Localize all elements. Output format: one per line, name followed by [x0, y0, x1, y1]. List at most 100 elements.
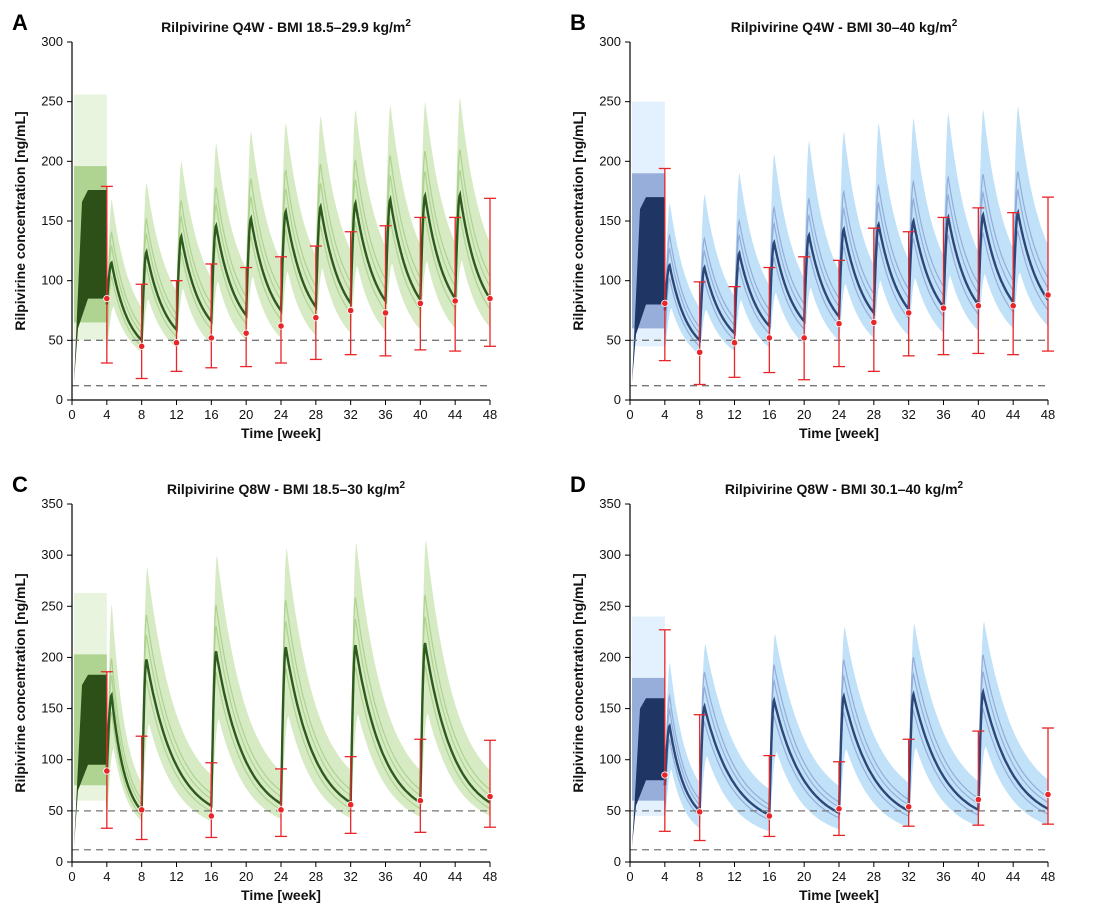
prediction-band	[141, 182, 177, 357]
observed-point	[1044, 291, 1052, 299]
observed-point	[1009, 302, 1017, 310]
y-tick-label: 300	[41, 34, 63, 49]
panel-letter: C	[12, 472, 28, 497]
chart-b: B Rilpivirine Q4W - BMI 30–40 kg/m20 4 8 12 1…	[570, 10, 1055, 441]
prediction-band	[106, 604, 142, 823]
x-tick-label: 48	[483, 407, 497, 422]
lead-in-dense-area	[632, 698, 665, 847]
y-tick-label: 350	[599, 496, 621, 511]
x-tick-label: 12	[169, 869, 183, 884]
observed-point	[486, 792, 494, 801]
chart-a: A Rilpivirine Q4W - BMI 18.5–29.9 kg/m2 0 4…	[12, 10, 497, 441]
x-tick-label: 20	[797, 407, 811, 422]
y-tick-label: 250	[599, 94, 621, 109]
observed-point	[696, 808, 704, 816]
percentile-curve	[106, 169, 491, 335]
observed-point	[905, 803, 913, 811]
observed-point	[207, 812, 215, 820]
prediction-band	[455, 98, 490, 336]
y-tick-label: 50	[607, 803, 621, 818]
x-tick-label: 40	[971, 869, 985, 884]
observed-point	[277, 806, 285, 814]
title-superscript: 2	[400, 480, 406, 491]
observed-point	[939, 304, 948, 312]
observed-point	[138, 806, 146, 814]
y-axis-label: Rilpivirine concentration [ng/mL]	[570, 573, 586, 792]
observed-point	[451, 297, 459, 305]
observed-point	[974, 796, 982, 804]
observed-point	[696, 348, 704, 356]
prediction-band	[839, 626, 909, 833]
prediction-band	[281, 548, 351, 824]
observed-point	[905, 309, 913, 317]
x-tick-label: 8	[696, 869, 703, 884]
y-tick-label: 150	[41, 701, 63, 716]
panel-letter: B	[570, 10, 586, 35]
prediction-band	[769, 154, 805, 353]
observed-point	[486, 294, 494, 303]
prediction-band	[211, 143, 247, 350]
x-tick-label: 24	[832, 407, 846, 422]
x-tick-label: 40	[413, 869, 427, 884]
x-tick-label: 32	[901, 407, 915, 422]
observed-point	[800, 334, 808, 342]
x-tick-label: 28	[867, 407, 881, 422]
observed-point	[765, 334, 773, 342]
observed-point	[416, 299, 424, 307]
x-tick-label: 16	[762, 869, 776, 884]
x-tick-label: 16	[204, 869, 218, 884]
observed-point	[835, 805, 843, 813]
x-tick-label: 40	[413, 407, 427, 422]
x-tick-label: 28	[867, 869, 881, 884]
prediction-band	[943, 113, 979, 340]
panel-letter: D	[570, 472, 586, 497]
x-axis-label: Time [week]	[799, 425, 879, 441]
y-tick-label: 100	[41, 752, 63, 767]
x-axis-label: Time [week]	[241, 887, 321, 903]
prediction-band	[350, 542, 421, 823]
x-tick-label: 44	[448, 869, 462, 884]
panel-b: B Rilpivirine Q4W - BMI 30–40 kg/m2 0 4 8 12 1…	[558, 0, 1116, 462]
x-tick-label: 12	[727, 407, 741, 422]
prediction-band	[420, 539, 490, 822]
median-curve	[663, 208, 1049, 343]
chart-title: Rilpivirine Q8W - BMI 18.5–30 kg/m2	[167, 480, 406, 497]
prediction-band	[769, 633, 839, 835]
lead-in-dense-area	[632, 197, 665, 383]
observed-point	[172, 339, 181, 347]
x-tick-label: 24	[274, 869, 288, 884]
prediction-band	[839, 131, 874, 347]
prediction-band	[350, 110, 386, 340]
x-tick-label: 36	[936, 869, 950, 884]
x-tick-label: 48	[1041, 869, 1055, 884]
observed-point	[138, 342, 146, 350]
x-tick-label: 36	[378, 407, 392, 422]
y-tick-label: 100	[599, 273, 621, 288]
x-axis-label: Time [week]	[799, 887, 879, 903]
x-tick-label: 8	[138, 869, 145, 884]
x-tick-label: 32	[901, 869, 915, 884]
lead-in-dense-area	[74, 190, 107, 383]
prediction-band	[908, 118, 944, 343]
prediction-band	[873, 123, 909, 345]
percentile-curve	[664, 171, 1049, 329]
x-tick-label: 4	[103, 869, 110, 884]
x-tick-label: 40	[971, 407, 985, 422]
x-tick-label: 16	[762, 407, 776, 422]
x-tick-label: 28	[309, 869, 323, 884]
y-tick-label: 50	[607, 332, 621, 347]
prediction-band	[246, 131, 281, 347]
prediction-band	[211, 555, 281, 826]
prediction-band	[978, 621, 1048, 830]
observed-point	[835, 320, 843, 328]
observed-point	[207, 334, 215, 342]
prediction-band	[106, 199, 142, 355]
x-tick-label: 44	[1006, 407, 1020, 422]
y-tick-label: 0	[56, 392, 63, 407]
x-tick-label: 44	[1006, 869, 1020, 884]
x-tick-label: 8	[138, 407, 145, 422]
y-tick-label: 200	[599, 649, 621, 664]
y-tick-label: 250	[599, 598, 621, 613]
y-tick-label: 250	[41, 598, 63, 613]
